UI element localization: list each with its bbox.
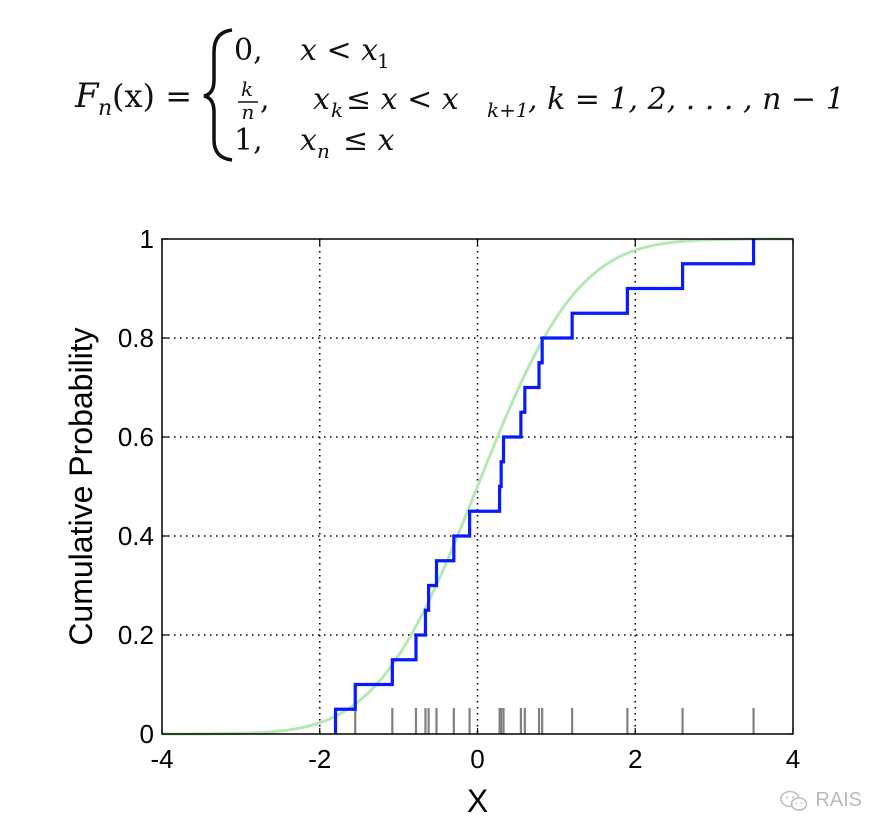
formula-case2-den: n [242,100,255,124]
formula-case2-sub2: k+1 [487,98,529,122]
formula-lhs-f: F [74,76,100,116]
formula-case2-num: k [241,77,253,101]
formula-case2-comma: , [260,82,270,117]
x-tick-label: -4 [150,744,173,774]
normal-cdf-line [162,237,793,736]
formula-case2-cond-a: x [313,82,330,117]
rug-marks [334,708,755,734]
formula-lhs-sub: n [98,96,112,121]
formula-lhs-arg: (x) = [112,77,192,115]
formula-case2-cond-b: ≤ x < x [346,82,459,117]
formula-case1-value: 0, [234,33,263,68]
watermark: RAIS [779,789,862,812]
watermark-text: RAIS [815,789,862,811]
formula-case3-cond-b: ≤ x [343,123,395,158]
ecdf-formula: F n (x) = 0, x < x 1 k n , x k ≤ x < x k… [74,28,845,163]
y-tick-label: 0.4 [118,521,154,551]
y-tick-label: 0.8 [118,323,154,353]
wechat-icon [780,790,808,811]
x-tick-label: -2 [308,744,331,774]
normal-cdf-series [162,237,793,736]
x-tick-label: 2 [628,744,642,774]
formula-case1-cond: x < x [300,33,378,68]
y-tick-label: 0.2 [118,620,154,650]
formula-case3-cond-a: x [300,123,317,158]
x-tick-labels: -4 -2 0 2 4 [150,744,800,774]
formula-case3-value: 1, [234,123,263,158]
x-axis-label: X [467,783,488,819]
formula-case2-cond-c: , k = 1, 2, . . . , n − 1 [528,82,845,117]
empirical-cdf-line [333,239,756,734]
y-tick-label: 0.6 [118,422,154,452]
x-tick-label: 4 [786,744,800,774]
formula-case2-sub1: k [331,98,343,122]
y-tick-label: 1 [140,224,154,254]
x-tick-label: 0 [470,744,484,774]
y-tick-labels: 0 0.2 0.4 0.6 0.8 1 [118,224,154,749]
empirical-cdf-series [333,239,756,734]
formula-case1-sub: 1 [377,49,390,73]
y-axis-label: Cumulative Probability [63,327,99,645]
formula-brace [203,28,233,162]
plot-frame [161,238,794,735]
y-tick-label: 0 [140,719,154,749]
formula-case3-sub: n [317,139,330,163]
